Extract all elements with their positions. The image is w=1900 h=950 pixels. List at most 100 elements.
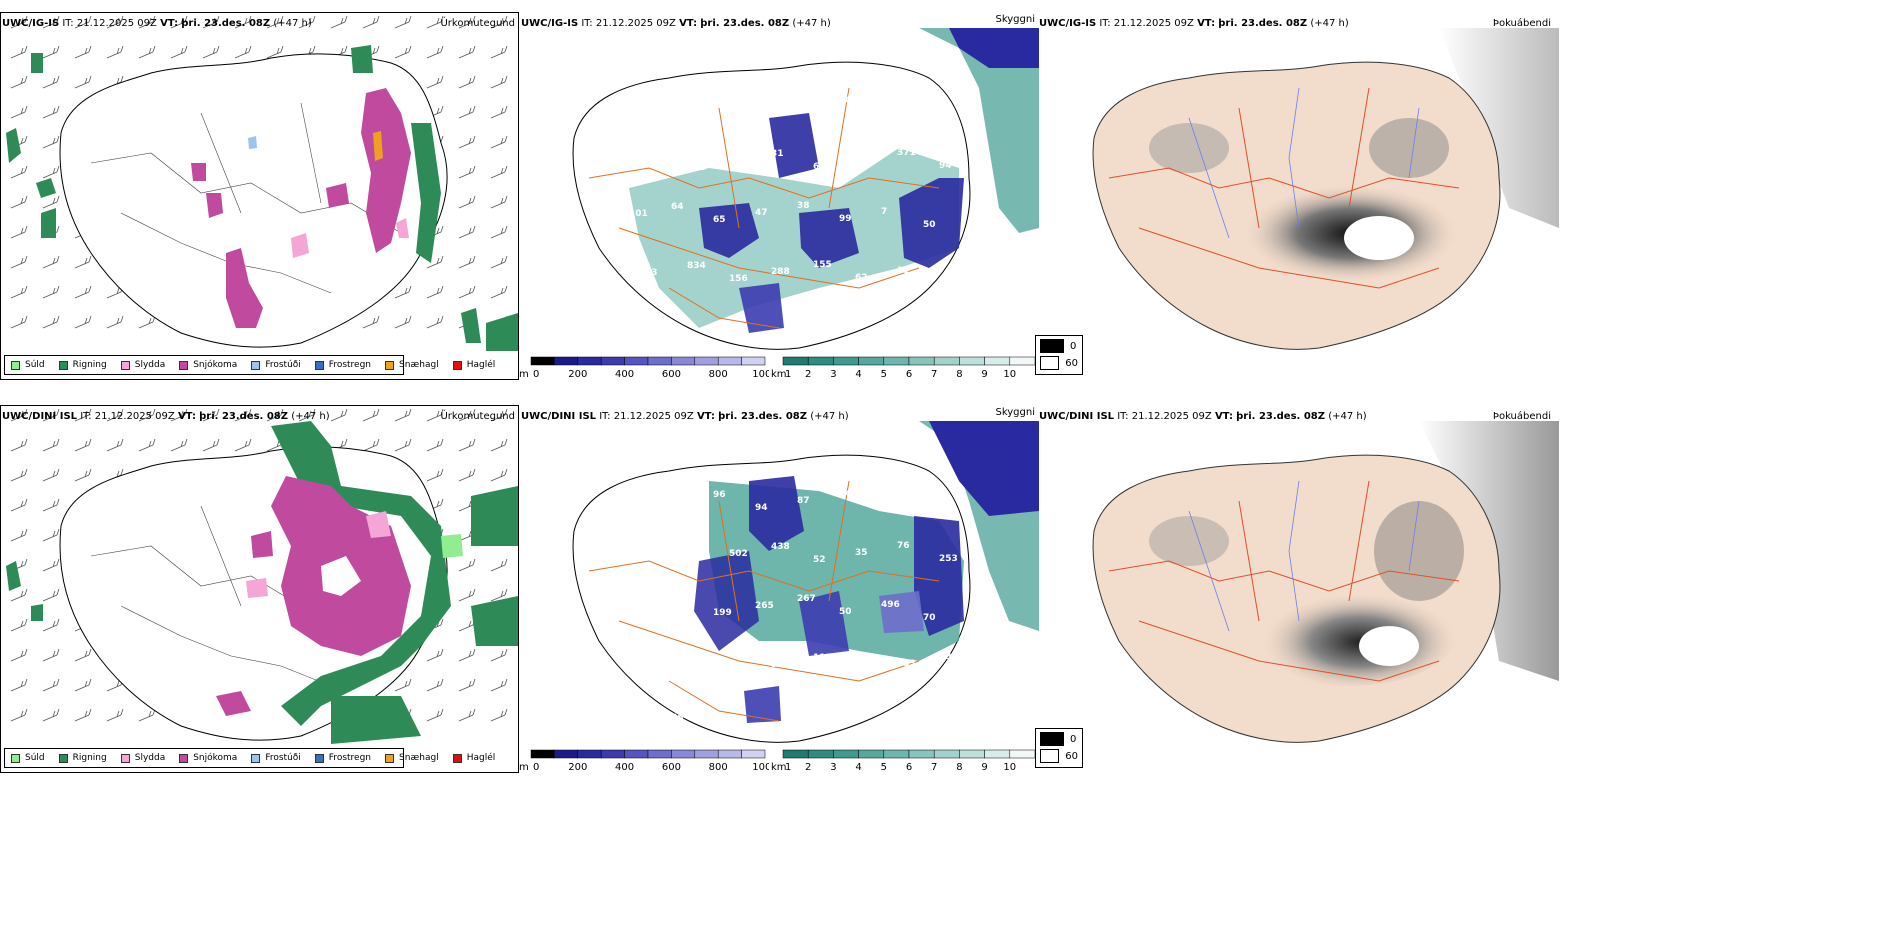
sea-fog: [1439, 28, 1559, 228]
wind-barb: [42, 678, 60, 692]
legend-label: Haglél: [466, 360, 496, 370]
cloud-panel-top: 99 809 10 122 18 40 90 151 65 238 49 31 67 371 371 94 10…: [519, 12, 1039, 380]
low-cloud-area: [799, 591, 849, 656]
wind-barb: [10, 285, 28, 299]
road-network: [588, 87, 940, 329]
precip-legend-item: Snæhagl: [385, 753, 439, 763]
fog-legend-item: 0: [1040, 339, 1078, 353]
colorbar-tick-label: 10: [1003, 369, 1016, 379]
wind-barb: [42, 165, 60, 179]
colorbar-cell: [959, 356, 985, 366]
wind-barb: [490, 195, 508, 209]
colorbar-tick-label: 3: [830, 762, 836, 772]
cloud-value-label: 53: [629, 602, 642, 612]
drizzle-area: [441, 534, 463, 558]
cloud-value-label: 94: [939, 161, 952, 171]
precip-legend-item: Slydda: [120, 753, 165, 763]
visibility-colorbar: km 1 2 3 4 5 6 7 8 9 10: [771, 355, 1039, 379]
snow-area: [361, 88, 411, 253]
wind-barb: [458, 648, 476, 662]
colorbar-tick-label: 3: [830, 369, 836, 379]
wind-barb: [74, 648, 92, 662]
cloud-value-label: 371: [897, 148, 916, 158]
colorbar-cell: [530, 749, 555, 759]
cloud-value-label: 969: [855, 666, 874, 676]
wind-barb: [490, 135, 508, 149]
colorbar-tick-label: 1: [785, 369, 791, 379]
wind-barb: [42, 75, 60, 89]
precip-legend-item: Haglél: [452, 360, 496, 370]
fog-legend-swatch: [1040, 732, 1064, 746]
wind-barb: [426, 708, 444, 722]
legend-swatch: [11, 360, 20, 370]
model-name: UWC/IG-IS: [1039, 18, 1097, 29]
panel-header-top: UWC/IG-IS IT: 21.12.2025 09Z VT: þri. 23…: [2, 18, 312, 29]
colorbar-cell: [984, 356, 1011, 366]
cloud-map-top: 99 809 10 122 18 40 90 151 65 238 49 31 67 371 371 94 10…: [572, 28, 1039, 350]
legend-label: Frostúði: [265, 360, 301, 370]
wind-barb: [106, 315, 124, 329]
precip-legend: Súld Rigning Slydda Snjókoma Frostúði Frostre…: [4, 355, 495, 375]
cloud-value-label: 101: [629, 209, 648, 219]
wind-barb: [458, 708, 476, 722]
colorbar-cell: [694, 356, 719, 366]
wind-barb: [490, 438, 508, 452]
wind-barb: [490, 468, 508, 482]
precip-legend-item: Frostúði: [251, 753, 301, 763]
clear-in-snow: [321, 556, 361, 596]
wind-barb: [362, 408, 380, 422]
colorbar-tick-label: 200: [568, 762, 587, 772]
wind-barb: [42, 408, 60, 422]
colorbar-tick-label: 7: [931, 762, 937, 772]
wind-barb: [426, 75, 444, 89]
cloud-value-label: 96: [713, 490, 726, 500]
legend-swatch: [385, 753, 395, 763]
low-cloud-area: [899, 178, 964, 268]
cloud-value-label: 70: [923, 613, 936, 623]
colorbar-cell: [647, 356, 672, 366]
wind-barb: [138, 315, 156, 329]
cloud-value-label: 496: [881, 600, 900, 610]
wind-barb: [490, 225, 508, 239]
legend-swatch: [120, 360, 130, 370]
wind-barb: [42, 135, 60, 149]
precip-map-bottom: [6, 408, 518, 744]
colorbar-unit: km: [771, 369, 787, 379]
precip-legend-item: Frostregn: [314, 753, 371, 763]
wind-barb: [42, 195, 60, 209]
it-value: 21.12.2025 09Z: [1131, 411, 1212, 422]
wind-barb: [74, 75, 92, 89]
fog-legend-swatch: [1040, 339, 1064, 353]
fog-title: Þokuábendi: [1492, 411, 1551, 422]
it-value: 21.12.2025 09Z: [1113, 18, 1194, 29]
colorbar-cell: [554, 749, 579, 759]
precip-legend-item: Rigning: [58, 360, 107, 370]
wind-barb: [138, 408, 156, 422]
wind-barb: [394, 285, 412, 299]
cloud-value-label: 87: [797, 496, 810, 506]
wind-barb: [458, 195, 476, 209]
wind-barb: [394, 45, 412, 59]
precip-map-frame: [0, 405, 519, 773]
panel-header-bottom: UWC/DINI ISL IT: 21.12.2025 09Z VT: þri.…: [1039, 411, 1367, 422]
cloud-value-label: 76: [897, 541, 910, 551]
colorbar-cell: [577, 749, 602, 759]
wind-barb: [458, 678, 476, 692]
colorbar-tick-label: 600: [662, 369, 681, 379]
wind-barb: [426, 255, 444, 269]
colorbar-cell: [647, 749, 672, 759]
colorbar-cell: [858, 356, 885, 366]
wind-barb: [106, 15, 124, 29]
colorbar-tick-label: 7: [931, 369, 937, 379]
wind-barb: [138, 15, 156, 29]
wind-barb: [458, 75, 476, 89]
colorbar-unit: m: [519, 762, 529, 772]
cloud-value-label: 65: [713, 215, 726, 225]
model-name: UWC/IG-IS: [2, 18, 60, 29]
cloud-value-label: 141: [923, 495, 942, 505]
colorbar-tick-label: 9: [981, 369, 987, 379]
wind-barb: [42, 528, 60, 542]
cloud-value-label: 99: [629, 91, 642, 101]
wind-barb: [106, 45, 124, 59]
wind-barb: [10, 45, 28, 59]
